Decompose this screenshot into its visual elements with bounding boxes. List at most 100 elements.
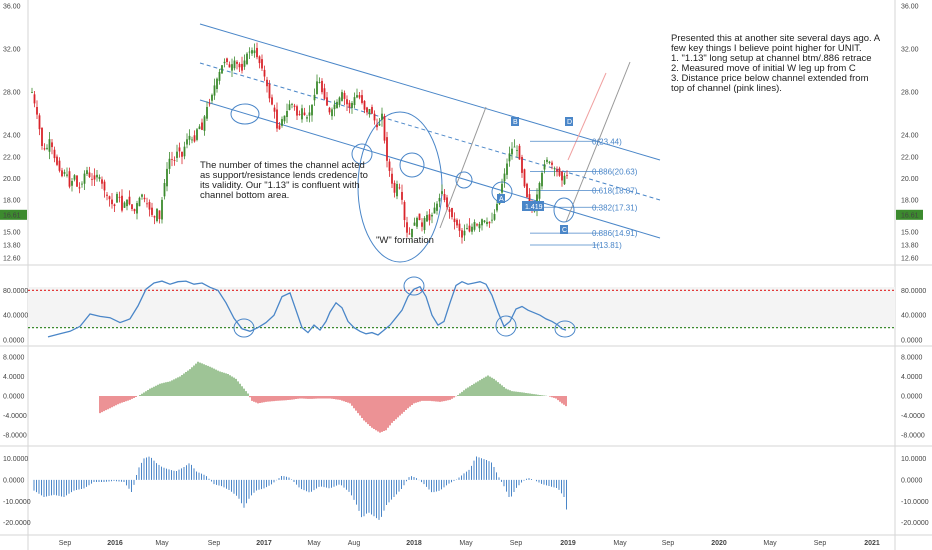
candle-body bbox=[298, 114, 301, 116]
candle-body bbox=[276, 109, 278, 129]
osc-circle-2 bbox=[403, 276, 425, 296]
last-price-tag-left bbox=[0, 209, 27, 220]
x-tick-label: 2017 bbox=[256, 540, 272, 547]
candle-body bbox=[78, 187, 81, 189]
price-candles bbox=[31, 42, 568, 244]
candle-body bbox=[406, 222, 408, 233]
y-tick-label-left: 0.0000 bbox=[3, 394, 25, 401]
candle-body bbox=[323, 88, 326, 99]
y-tick-label-right: 0.0000 bbox=[901, 477, 923, 484]
candle-body bbox=[508, 153, 511, 162]
candle-body bbox=[168, 158, 171, 169]
x-tick-label: May bbox=[613, 540, 627, 547]
x-tick-label: Sep bbox=[814, 540, 827, 547]
fib-label: 0(23.44) bbox=[592, 137, 622, 146]
candle-body bbox=[313, 94, 316, 101]
y-tick-label-right: 80.0000 bbox=[901, 288, 926, 295]
candle-body bbox=[151, 207, 153, 215]
candle-body bbox=[316, 81, 318, 95]
highlight-circles bbox=[230, 103, 576, 338]
y-tick-label-left: 0.0000 bbox=[3, 338, 25, 345]
candle-body bbox=[221, 65, 223, 74]
svg-text:Presented this at another site: Presented this at another site several d… bbox=[671, 33, 881, 44]
svg-text:1. "1.13" long setup at channe: 1. "1.13" long setup at channel btm/.886… bbox=[671, 53, 872, 64]
svg-text:3. Distance price below chann: 3. Distance price below channel extended… bbox=[671, 73, 869, 84]
candle-body bbox=[526, 183, 528, 198]
candle-body bbox=[293, 105, 296, 107]
y-tick-label-right: 24.00 bbox=[901, 133, 919, 140]
candle-body bbox=[516, 150, 518, 151]
last-price-tag-right bbox=[896, 209, 923, 220]
y-tick-label-left: 18.00 bbox=[3, 197, 21, 204]
y-tick-label-right: 0.0000 bbox=[901, 394, 923, 401]
candle-body bbox=[101, 179, 103, 184]
y-tick-label-left: 10.0000 bbox=[3, 456, 28, 463]
y-tick-label-left: 16.61 bbox=[3, 212, 21, 219]
svg-text:channel bottom area.: channel bottom area. bbox=[200, 190, 289, 201]
y-tick-label-left: 40.0000 bbox=[3, 313, 28, 320]
candle-body bbox=[376, 124, 378, 128]
candle-body bbox=[556, 169, 558, 172]
candle-body bbox=[191, 139, 193, 141]
candle-body bbox=[481, 219, 483, 226]
candle-body bbox=[388, 161, 391, 171]
w-leg-line bbox=[439, 106, 487, 229]
x-tick-label: May bbox=[763, 540, 777, 547]
candle-body bbox=[61, 170, 63, 177]
candle-body bbox=[158, 210, 161, 219]
oscillator-band bbox=[28, 287, 895, 328]
oscillator-line bbox=[47, 280, 567, 338]
candle-body bbox=[153, 216, 156, 218]
candle-body bbox=[73, 175, 76, 180]
oscillator-path bbox=[47, 280, 567, 338]
candle-body bbox=[263, 69, 266, 77]
candle-body bbox=[286, 111, 288, 118]
candle-body bbox=[423, 218, 426, 231]
momentum-histogram bbox=[33, 456, 567, 520]
y-tick-label-right: 4.0000 bbox=[901, 374, 923, 381]
candle-body bbox=[238, 63, 241, 68]
candle-body bbox=[558, 168, 561, 176]
candle-body bbox=[453, 218, 456, 223]
ratio-label: 1.419 bbox=[525, 204, 543, 211]
candle-body bbox=[31, 92, 33, 93]
y-tick-label-right: 10.0000 bbox=[901, 456, 926, 463]
candle-body bbox=[196, 129, 198, 140]
x-tick-label: 2020 bbox=[711, 540, 727, 547]
x-tick-label: Sep bbox=[59, 540, 72, 547]
candle-body bbox=[546, 159, 548, 162]
marker-b: B bbox=[513, 119, 518, 126]
candle-body bbox=[133, 209, 136, 212]
y-tick-label-right: 22.00 bbox=[901, 154, 919, 161]
candle-body bbox=[213, 85, 216, 96]
candle-body bbox=[358, 95, 361, 98]
candle-body bbox=[176, 151, 178, 158]
candle-body bbox=[523, 169, 526, 187]
candle-body bbox=[548, 161, 551, 163]
candle-body bbox=[51, 142, 53, 148]
candle-body bbox=[121, 195, 123, 211]
y-axes: 36.00 36.00 32.00 32.00 28.00 28.00 24.00 24.00… bbox=[0, 4, 929, 527]
y-tick-label-left: 0.0000 bbox=[3, 477, 25, 484]
candle-body bbox=[421, 222, 423, 227]
candle-body bbox=[186, 139, 188, 145]
y-tick-label-left: 13.80 bbox=[3, 243, 21, 250]
candle-body bbox=[528, 194, 531, 204]
marker-d: D bbox=[567, 119, 572, 126]
candle-body bbox=[248, 51, 251, 53]
y-tick-label-right: -8.0000 bbox=[901, 433, 925, 440]
candle-body bbox=[328, 107, 331, 113]
y-tick-label-right: 20.00 bbox=[901, 176, 919, 183]
x-tick-label: 2021 bbox=[864, 540, 880, 547]
candle-body bbox=[443, 194, 446, 200]
candle-body bbox=[183, 146, 186, 157]
candle-body bbox=[53, 149, 56, 159]
candle-body bbox=[566, 175, 568, 176]
circle-aug bbox=[351, 143, 373, 165]
candle-body bbox=[411, 228, 413, 238]
candle-body bbox=[488, 221, 491, 224]
candle-body bbox=[393, 182, 396, 193]
candle-body bbox=[223, 61, 226, 64]
candle-body bbox=[301, 108, 303, 120]
